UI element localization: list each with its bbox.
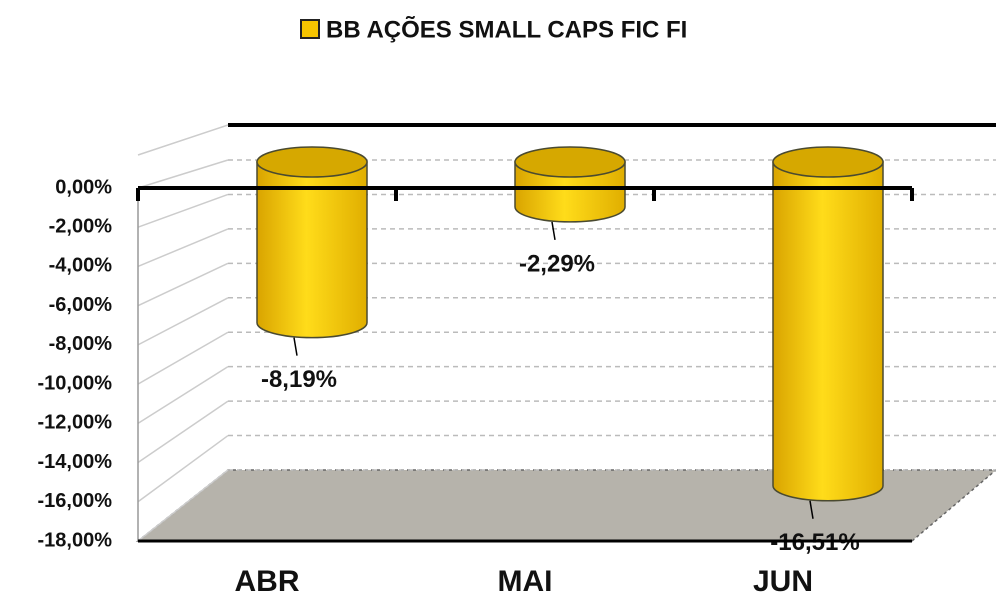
y-tick-label: -10,00% (38, 372, 113, 394)
y-tick-label: -8,00% (49, 333, 113, 355)
grid-line-side (137, 297, 229, 346)
y-tick-label: -4,00% (49, 255, 113, 277)
cylinder-top (514, 146, 626, 178)
grid-line-side (137, 469, 229, 542)
y-tick-label: -12,00% (38, 412, 113, 434)
data-label: -16,51% (770, 529, 859, 556)
leader-line (551, 221, 556, 241)
grid-line-side (137, 331, 229, 385)
x-tick-label: MAI (498, 565, 553, 598)
grid-line-side (137, 262, 229, 307)
legend-label: BB AÇÕES SMALL CAPS FIC FI (326, 15, 687, 43)
grid-line-side (137, 434, 229, 503)
bar (256, 146, 368, 339)
side-top-edge (137, 124, 229, 156)
bar (772, 146, 884, 502)
cylinder-body (772, 161, 884, 502)
legend-swatch (300, 19, 320, 39)
cylinder-top (256, 146, 368, 178)
cylinder-body (514, 161, 626, 223)
cylinder-top (772, 146, 884, 178)
y-tick-label: -2,00% (49, 216, 113, 238)
cylinder-body (256, 161, 368, 339)
y-tick-label: -6,00% (49, 294, 113, 316)
y-tick-label: -14,00% (38, 451, 113, 473)
grid-line-side (137, 193, 229, 228)
grid-line-side (137, 228, 229, 268)
y-tick-label: -18,00% (38, 529, 113, 551)
data-label: -8,19% (261, 366, 337, 393)
y-tick-label: -16,00% (38, 490, 113, 512)
bar (514, 146, 626, 223)
leader-line (293, 337, 298, 356)
grid-line-side (137, 366, 229, 424)
data-label: -2,29% (519, 250, 595, 277)
x-tick-label: JUN (753, 565, 813, 598)
x-tick-label: ABR (235, 565, 300, 598)
grid-line-side (137, 400, 229, 464)
grid-line-side (137, 159, 229, 189)
leader-line (809, 500, 814, 519)
y-tick-label: 0,00% (55, 176, 112, 198)
